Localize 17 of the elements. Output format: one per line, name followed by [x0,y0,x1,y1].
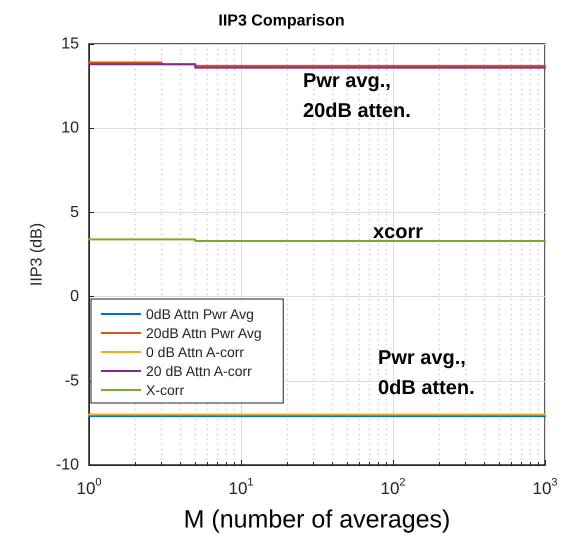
y-axis-title: IIP3 (dB) [28,222,46,286]
legend-label: 20 dB Attn A-corr [146,363,252,379]
legend-label: 0 dB Attn A-corr [146,344,244,360]
y-tick-label: 0 [70,288,80,306]
legend-label: 20dB Attn Pwr Avg [146,325,262,341]
annotation: xcorr [373,221,424,243]
annotation: Pwr avg., 0dB atten. [378,347,475,399]
x-axis-title: M (number of averages) [184,506,450,534]
annotation: Pwr avg., 20dB atten. [303,70,411,122]
chart-title: IIP3 Comparison [218,12,345,30]
y-tick-label: -5 [64,372,80,390]
y-tick-label: -10 [56,456,80,474]
legend-label: 0dB Attn Pwr Avg [146,306,254,322]
y-tick-label: 5 [70,204,80,221]
y-tick-label: 10 [61,120,80,137]
legend-label: X-corr [146,382,184,398]
y-tick-label: 15 [61,36,80,52]
